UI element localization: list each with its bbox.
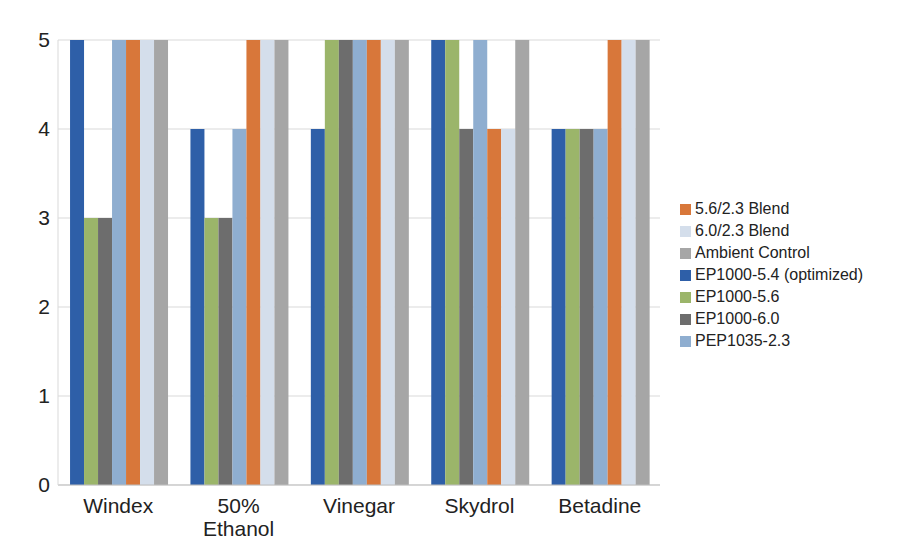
svg-text:2: 2 (38, 295, 50, 318)
svg-text:50%Ethanol: 50%Ethanol (203, 494, 274, 540)
html-text:PEP1035-2.3: PEP1035-2.3 (695, 332, 791, 349)
html-text:EP1000-6.0: EP1000-6.0 (695, 310, 780, 327)
html-text:5.6/2.3 Blend: 5.6/2.3 Blend (695, 200, 790, 217)
svg-text:Skydrol: Skydrol (444, 494, 514, 517)
svg-text:4: 4 (38, 117, 50, 140)
svg-text:5: 5 (38, 28, 50, 51)
html-text:Ambient Control: Ambient Control (695, 244, 810, 261)
svg-text:0: 0 (38, 473, 50, 496)
html-text:EP1000-5.6: EP1000-5.6 (695, 288, 780, 305)
svg-text:3: 3 (38, 206, 50, 229)
svg-text:Betadine: Betadine (558, 494, 641, 517)
html-text:6.0/2.3 Blend: 6.0/2.3 Blend (695, 222, 790, 239)
svg-text:Windex: Windex (83, 494, 154, 517)
svg-text:Vinegar: Vinegar (323, 494, 395, 517)
html-text:EP1000-5.4 (optimized): EP1000-5.4 (optimized) (695, 266, 864, 283)
svg-text:1: 1 (38, 384, 50, 407)
